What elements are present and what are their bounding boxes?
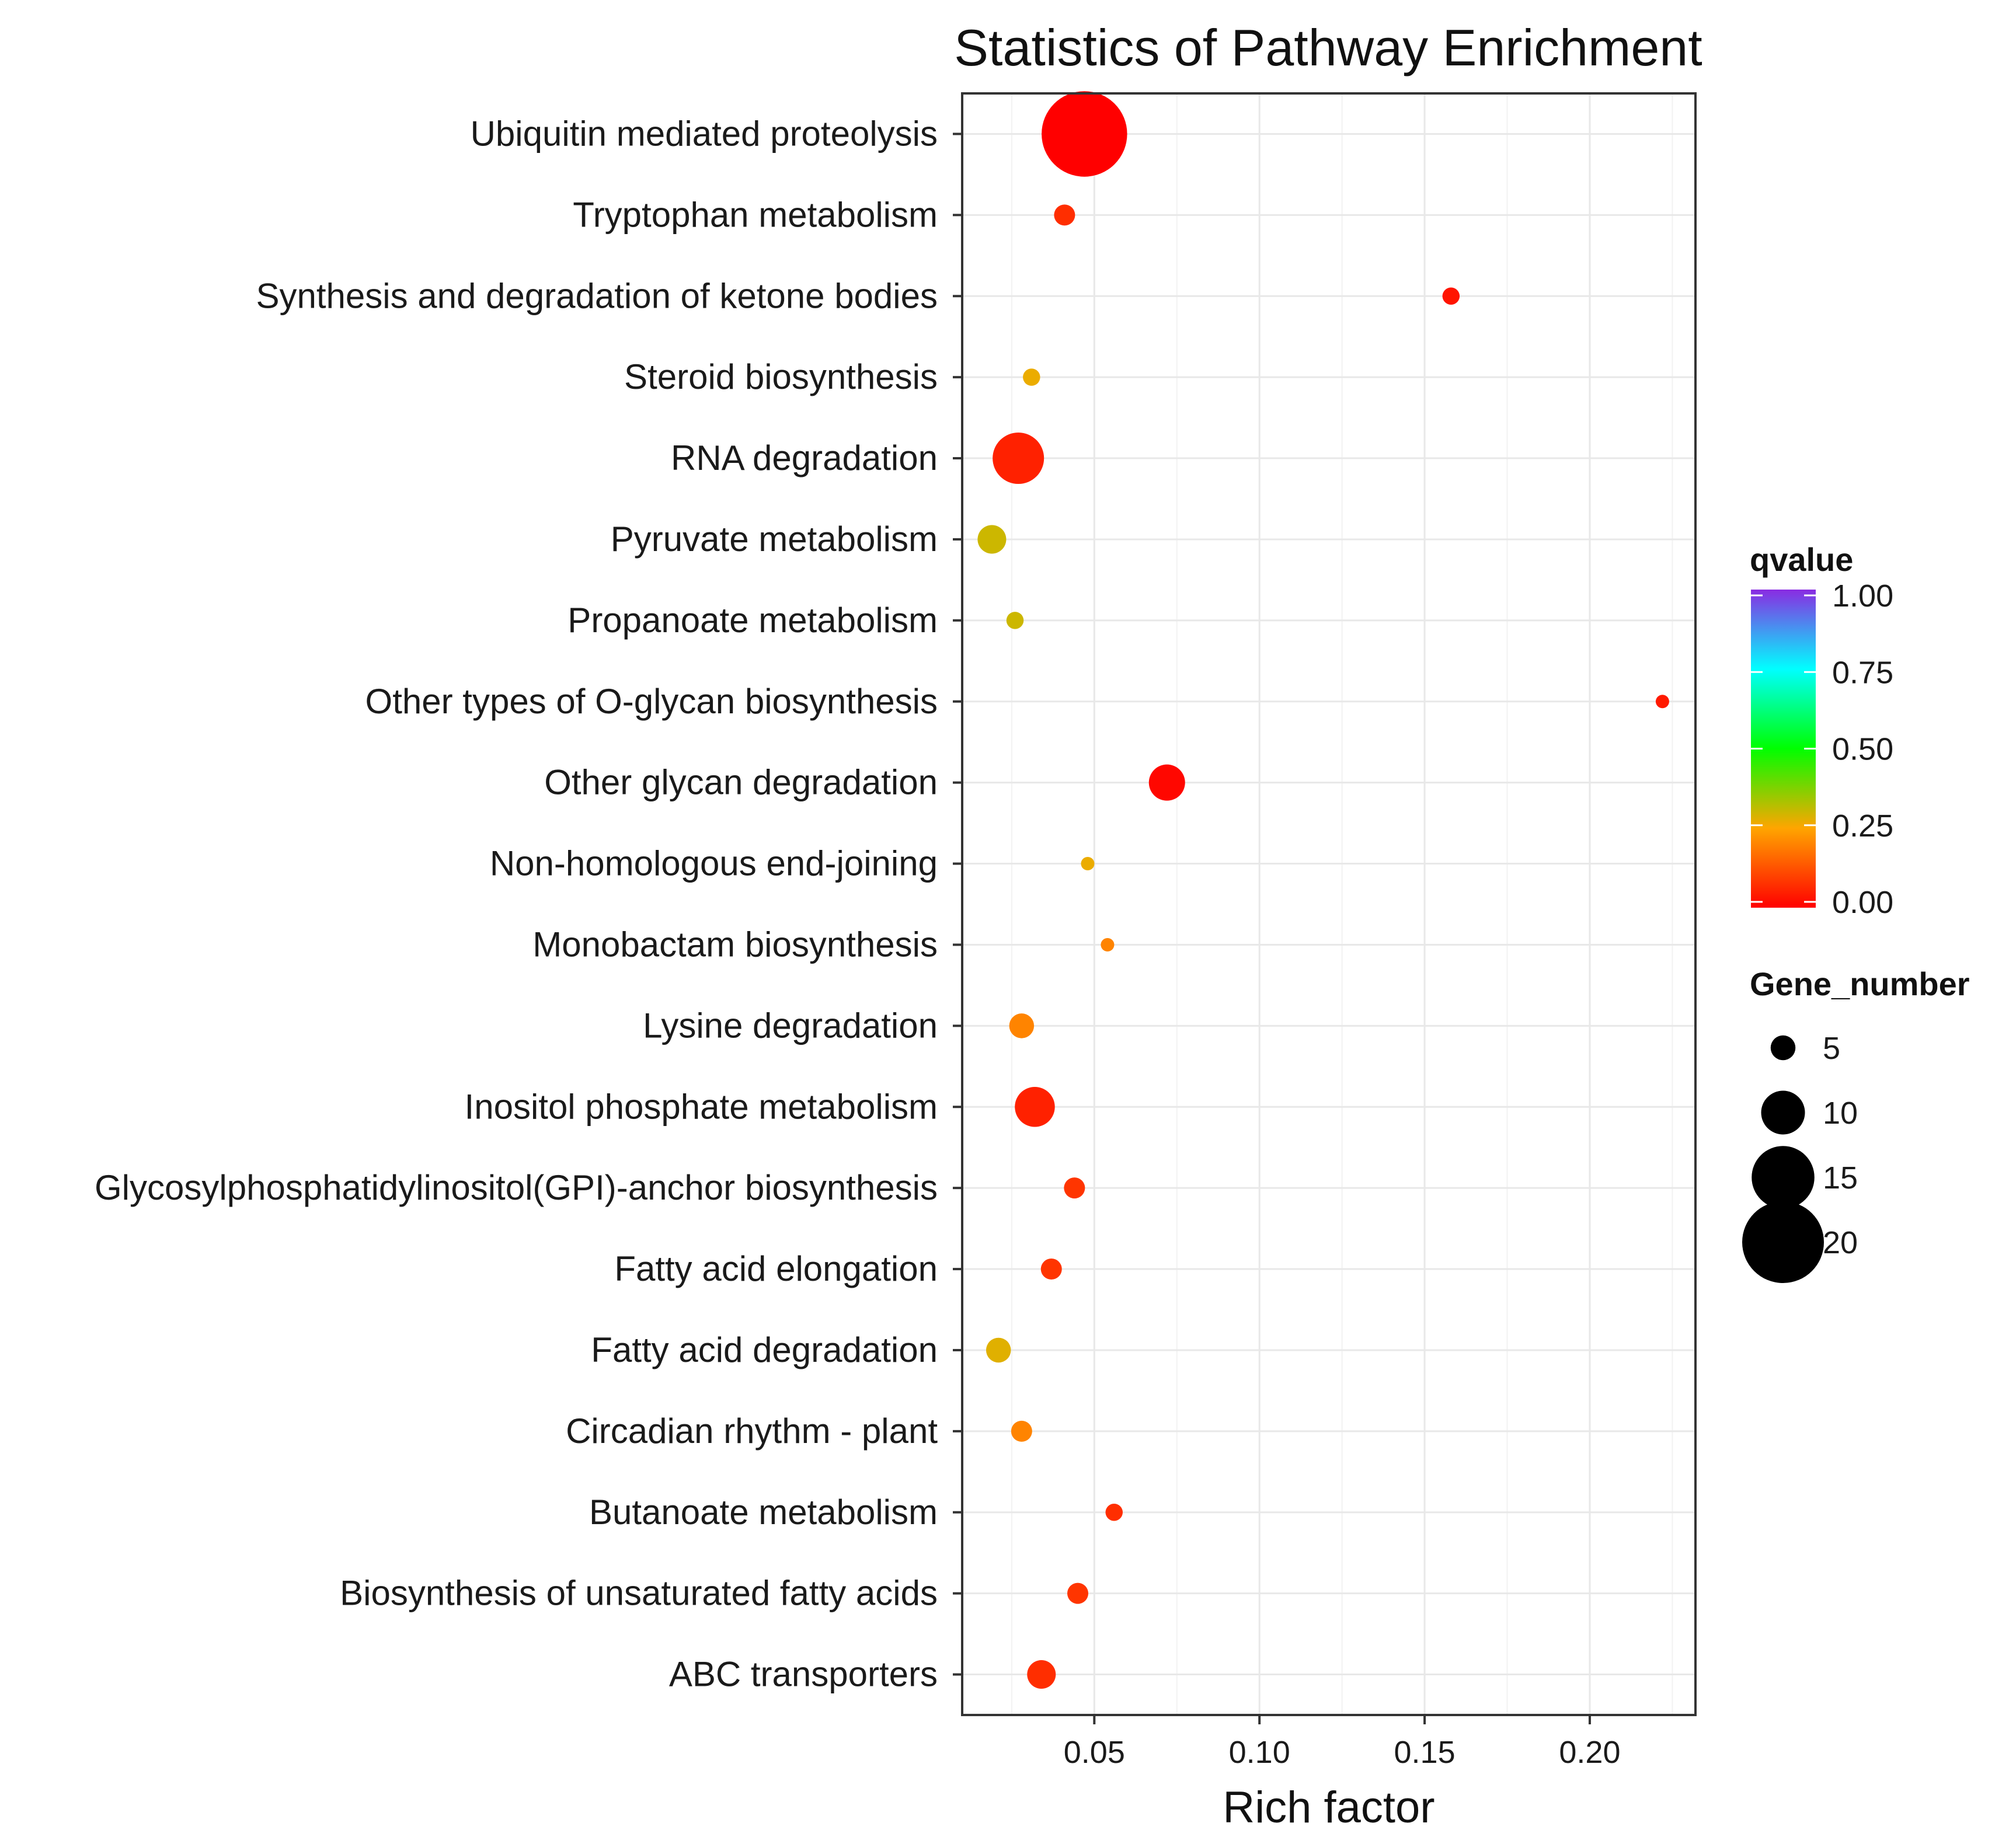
pathway-label: Other glycan degradation bbox=[544, 763, 938, 802]
qvalue-tick-label: 0.25 bbox=[1832, 808, 1893, 843]
x-axis: 0.05 0.10 0.15 0.20 bbox=[1064, 1715, 1621, 1770]
size-legend-dot bbox=[1752, 1146, 1815, 1209]
size-legend-dot bbox=[1761, 1090, 1805, 1135]
pathway-label: Lysine degradation bbox=[643, 1006, 938, 1045]
size-legend-label: 20 bbox=[1823, 1225, 1858, 1260]
gene-number-legend-items: 5 10 15 20 bbox=[1742, 1031, 1858, 1283]
data-point bbox=[1067, 1582, 1089, 1604]
data-point bbox=[1101, 937, 1115, 951]
data-point bbox=[1006, 612, 1024, 629]
pathway-label: Biosynthesis of unsaturated fatty acids bbox=[340, 1574, 938, 1613]
x-tick-label: 0.15 bbox=[1394, 1735, 1456, 1770]
pathway-label: Inositol phosphate metabolism bbox=[465, 1087, 938, 1126]
qvalue-tick-label: 1.00 bbox=[1832, 578, 1893, 613]
x-axis-title: Rich factor bbox=[1223, 1783, 1434, 1832]
qvalue-tick-label: 0.50 bbox=[1832, 732, 1893, 767]
pathway-label: Propanoate metabolism bbox=[567, 601, 938, 640]
pathway-label: Steroid biosynthesis bbox=[624, 357, 938, 396]
gridlines bbox=[962, 93, 1695, 1715]
data-points bbox=[977, 91, 1669, 1689]
data-point bbox=[1054, 204, 1075, 226]
data-point bbox=[1011, 1420, 1032, 1442]
pathway-label: ABC transporters bbox=[669, 1655, 938, 1694]
data-point bbox=[1081, 857, 1095, 871]
x-tick-label: 0.10 bbox=[1229, 1735, 1290, 1770]
plot-panel-background bbox=[962, 93, 1695, 1715]
pathway-label: Non-homologous end-joining bbox=[490, 844, 938, 883]
data-point bbox=[1655, 695, 1669, 709]
pathway-label: Fatty acid elongation bbox=[614, 1249, 938, 1288]
size-legend-dot bbox=[1770, 1035, 1796, 1061]
data-point bbox=[1042, 91, 1127, 177]
data-point bbox=[1105, 1504, 1123, 1521]
qvalue-legend: qvalue 1.00 0.75 0.50 0.25 0.00 bbox=[1750, 541, 1893, 920]
data-point bbox=[1027, 1660, 1056, 1689]
qvalue-tick-label: 0.00 bbox=[1832, 885, 1893, 920]
size-legend-label: 5 bbox=[1823, 1031, 1840, 1066]
data-point bbox=[1064, 1177, 1085, 1199]
data-point bbox=[986, 1337, 1011, 1363]
pathway-label: Ubiquitin mediated proteolysis bbox=[471, 114, 938, 153]
gene-number-legend-title: Gene_number bbox=[1750, 965, 1970, 1002]
plot-panel-border bbox=[961, 92, 1697, 1716]
data-point bbox=[1009, 1013, 1035, 1038]
pathway-label: Pyruvate metabolism bbox=[611, 520, 938, 559]
data-point bbox=[977, 525, 1007, 554]
size-legend-label: 15 bbox=[1823, 1160, 1858, 1195]
qvalue-tick-label: 0.75 bbox=[1832, 655, 1893, 690]
qvalue-legend-ticks: 1.00 0.75 0.50 0.25 0.00 bbox=[1751, 578, 1893, 920]
x-tick-label: 0.20 bbox=[1559, 1735, 1620, 1770]
pathway-label: RNA degradation bbox=[671, 438, 938, 477]
size-legend-dot bbox=[1742, 1201, 1824, 1283]
pathway-label: Monobactam biosynthesis bbox=[532, 925, 938, 964]
data-point bbox=[1023, 368, 1040, 386]
data-point bbox=[1148, 764, 1185, 801]
gene-number-legend: Gene_number 5 10 15 20 bbox=[1742, 965, 1970, 1283]
pathway-label: Synthesis and degradation of ketone bodi… bbox=[256, 276, 938, 315]
size-legend-label: 10 bbox=[1823, 1096, 1858, 1131]
x-tick-label: 0.05 bbox=[1064, 1735, 1125, 1770]
pathway-label: Butanoate metabolism bbox=[589, 1493, 938, 1532]
pathway-label: Other types of O-glycan biosynthesis bbox=[365, 682, 938, 721]
plot-panel bbox=[961, 91, 1697, 1716]
pathway-label: Fatty acid degradation bbox=[591, 1330, 938, 1369]
pathway-label: Tryptophan metabolism bbox=[573, 195, 938, 234]
data-point bbox=[1040, 1259, 1062, 1280]
pathway-label: Glycosylphosphatidylinositol(GPI)-anchor… bbox=[95, 1168, 938, 1207]
qvalue-legend-title: qvalue bbox=[1750, 541, 1853, 578]
data-point bbox=[993, 433, 1044, 484]
y-axis: Ubiquitin mediated proteolysis Tryptophan… bbox=[95, 114, 962, 1694]
chart-title: Statistics of Pathway Enrichment bbox=[954, 19, 1702, 76]
pathway-label: Circadian rhythm - plant bbox=[566, 1411, 938, 1451]
data-point bbox=[1442, 287, 1460, 305]
data-point bbox=[1015, 1087, 1055, 1127]
